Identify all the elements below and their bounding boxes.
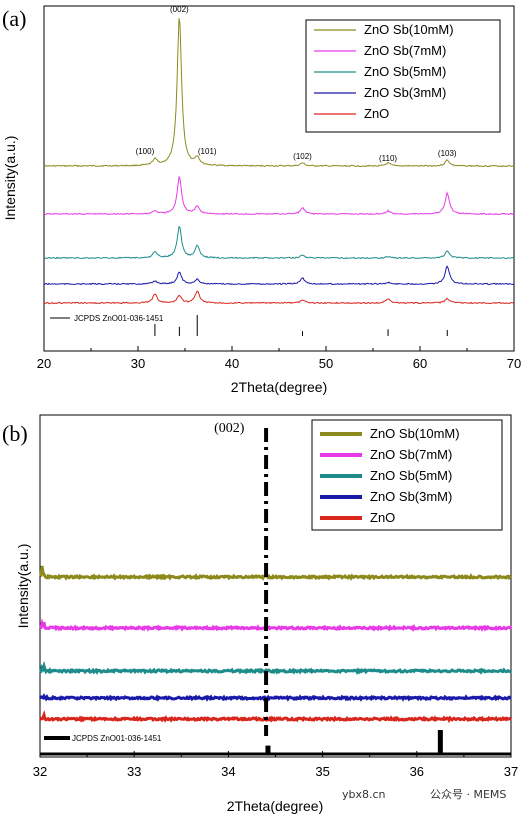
panel-b-ylabel: Intensity(a.u.) xyxy=(15,544,31,629)
panel-a-ticks: 20 30 40 50 60 70 xyxy=(37,346,521,371)
x-tick-label: 60 xyxy=(413,356,427,371)
x-tick-label: 36 xyxy=(410,764,424,779)
panel-b-legend: ZnO Sb(10mM) ZnO Sb(7mM) ZnO Sb(5mM) ZnO Sb… xyxy=(311,419,503,531)
legend-entry: ZnO Sb(10mM) xyxy=(370,426,460,441)
reference-label: JCPDS ZnO01-036-1451 xyxy=(74,314,164,323)
series-line-zno-sb-5mm xyxy=(39,660,512,675)
series-line-zno-sb-7mm xyxy=(39,618,513,633)
x-tick-label: 50 xyxy=(319,356,333,371)
series-line-zno-sb-10mm xyxy=(44,18,515,168)
peak-label: (100) xyxy=(136,147,155,156)
watermark-right: 公众号 · MEMS xyxy=(430,788,506,801)
panel-b-ticks: 32 33 34 35 36 37 xyxy=(33,751,518,779)
legend-entry: ZnO Sb(3mM) xyxy=(370,489,452,504)
panel-a-peak-labels: (100) (002) (101) (102) (110) (103) xyxy=(136,5,457,163)
panel-a-legend: ZnO Sb(10mM) ZnO Sb(7mM) ZnO Sb(5mM) ZnO Sb… xyxy=(305,19,501,133)
legend-entry: ZnO Sb(10mM) xyxy=(364,22,454,37)
panel-b-xlabel: 2Theta(degree) xyxy=(227,798,324,814)
x-tick-label: 37 xyxy=(504,764,518,779)
legend-entry: ZnO Sb(7mM) xyxy=(364,43,446,58)
watermark-left: ybx8.cn xyxy=(342,788,386,801)
panel-a-reference: JCPDS ZnO01-036-1451 xyxy=(50,314,448,336)
panel-b-series xyxy=(38,565,513,724)
panel-b-reference: JCPDS ZnO01-036-1451 xyxy=(40,730,511,756)
series-line-zno-sb-3mm xyxy=(38,693,512,702)
peak-label: (002) xyxy=(170,5,189,14)
watermark: ybx8.cn 公众号 · MEMS xyxy=(342,788,506,801)
x-tick-label: 40 xyxy=(225,356,239,371)
reference-label: JCPDS ZnO01-036-1451 xyxy=(72,734,162,743)
x-tick-label: 70 xyxy=(507,356,521,371)
legend-entry: ZnO Sb(7mM) xyxy=(370,447,452,462)
peak-label: (103) xyxy=(438,149,457,158)
x-tick-label: 33 xyxy=(127,764,141,779)
legend-entry: ZnO Sb(3mM) xyxy=(364,85,446,100)
panel-b: (b) Intensity(a.u.) 2Theta(degree) 32 33 3… xyxy=(2,414,518,814)
panel-a-xlabel: 2Theta(degree) xyxy=(231,379,328,395)
series-line-zno xyxy=(39,709,512,724)
legend-entry: ZnO Sb(5mM) xyxy=(364,64,446,79)
panel-a-ylabel: Intensity(a.u.) xyxy=(2,136,18,221)
x-tick-label: 32 xyxy=(33,764,47,779)
peak-label: (101) xyxy=(198,147,217,156)
panel-b-letter: (b) xyxy=(2,421,28,446)
peak-label: (110) xyxy=(379,154,397,163)
x-tick-label: 30 xyxy=(131,356,145,371)
series-line-zno-sb-3mm xyxy=(43,265,515,286)
x-tick-label: 34 xyxy=(221,764,235,779)
x-tick-label: 20 xyxy=(37,356,51,371)
peak-label: (102) xyxy=(293,152,312,161)
x-tick-label: 35 xyxy=(315,764,329,779)
panel-a-letter: (a) xyxy=(2,6,26,31)
series-line-zno-sb-5mm xyxy=(43,225,515,260)
series-line-zno xyxy=(43,290,515,305)
legend-box xyxy=(305,19,501,133)
panel-b-peak-label: (002) xyxy=(214,421,245,436)
series-line-zno-sb-7mm xyxy=(43,175,515,216)
series-line-zno-sb-10mm xyxy=(39,565,512,581)
panel-a: (a) Intensity(a.u.) 2Theta(degree) 20 30 4… xyxy=(2,5,521,395)
legend-entry: ZnO xyxy=(370,510,395,525)
legend-entry: ZnO xyxy=(364,106,389,121)
panel-a-series xyxy=(43,18,515,305)
legend-entry: ZnO Sb(5mM) xyxy=(370,468,452,483)
